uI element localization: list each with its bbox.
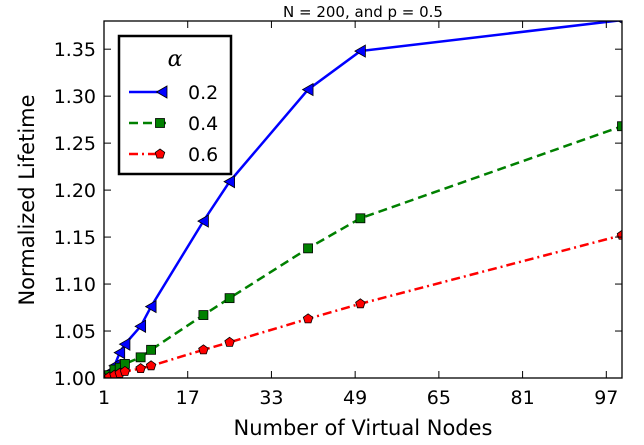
chart-title: N = 200, and p = 0.5 [283,3,443,21]
ticks-layer: 1 17 33 49 65 81 97 1.00 1.05 1.10 1.15 1.20 1.25 1.3… [54,21,622,409]
legend-entry: 0.6 [129,144,218,166]
legend-marker [155,118,165,128]
x-tick-label: 33 [259,387,283,409]
y-tick-label: 1.05 [54,321,96,343]
data-point [617,121,622,132]
data-point [135,363,146,374]
data-point [301,82,314,97]
data-point [355,213,366,224]
x-tick-label: 97 [594,387,618,409]
y-tick-label: 1.15 [54,227,96,249]
y-tick-label: 1.20 [54,180,96,202]
y-axis-title: Normalized Lifetime [15,94,39,305]
data-point [145,360,157,371]
legend-entry: 0.2 [129,82,218,104]
data-point [197,214,209,228]
y-tick-label: 1.25 [54,133,96,155]
legend-marker [155,85,168,99]
legend: α 0.2 0.4 0.6 [117,34,233,176]
legend-entry: 0.4 [129,113,218,135]
series-2 [104,229,622,378]
data-point [119,365,131,376]
data-point [146,344,156,355]
data-point [302,313,314,324]
x-tick-label: 49 [343,387,367,409]
x-axis-title: Number of Virtual Nodes [234,416,493,440]
data-point [135,352,146,363]
data-point [223,174,235,189]
series-line [104,233,622,378]
legend-box [117,34,233,176]
data-point [355,298,366,309]
data-point [224,293,235,304]
y-tick-label: 1.35 [54,39,96,61]
legend-title: α [168,47,183,72]
data-point [198,344,209,355]
data-point [113,345,126,360]
series-1 [104,121,622,378]
y-tick-label: 1.10 [54,274,96,296]
legend-label: 0.6 [188,144,218,166]
x-tick-label: 81 [510,387,534,409]
x-tick-label: 1 [98,387,110,409]
x-tick-label: 17 [176,387,200,409]
data-point [198,310,209,320]
y-tick-label: 1.30 [54,86,96,108]
data-point [224,336,235,347]
data-point [354,44,366,58]
legend-label: 0.2 [188,82,218,104]
data-point [303,243,313,254]
x-tick-label: 65 [427,387,451,409]
series-line [104,125,622,378]
legend-label: 0.4 [188,113,218,135]
plot-frame [103,20,623,379]
data-point [134,319,147,334]
data-point [144,299,157,314]
legend-marker [154,148,166,159]
y-tick-label: 1.00 [54,368,96,390]
data-point [118,337,131,351]
